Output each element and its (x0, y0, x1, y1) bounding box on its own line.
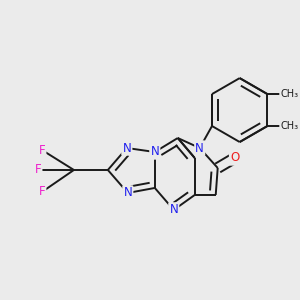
Text: O: O (230, 152, 239, 164)
Text: N: N (169, 203, 178, 216)
Text: CH₃: CH₃ (280, 121, 298, 131)
Text: F: F (39, 143, 45, 157)
Text: N: N (195, 142, 204, 154)
Text: CH₃: CH₃ (280, 89, 298, 99)
Text: N: N (122, 142, 131, 154)
Text: N: N (124, 186, 132, 200)
Text: F: F (34, 164, 41, 176)
Text: F: F (39, 185, 45, 198)
Text: N: N (150, 146, 159, 158)
